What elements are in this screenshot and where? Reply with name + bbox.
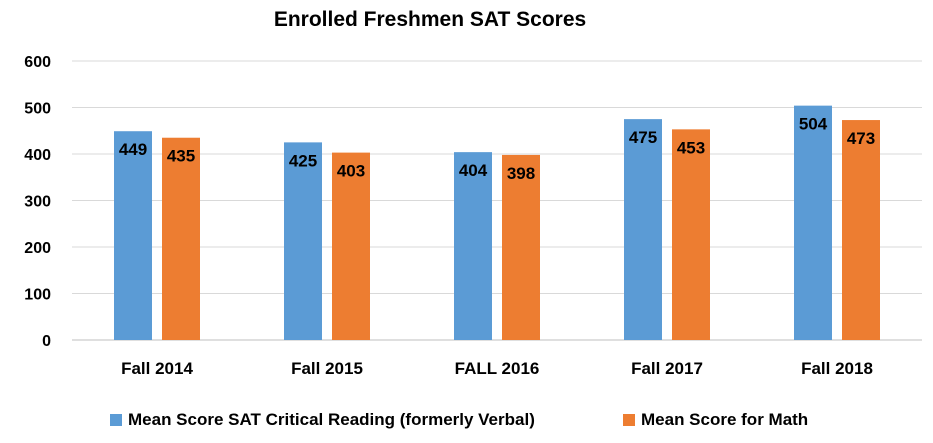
legend-label-math: Mean Score for Math (641, 410, 809, 429)
bar-reading (114, 131, 152, 340)
y-tick-label: 100 (24, 287, 51, 304)
x-axis-ticks: Fall 2014 Fall 2015 FALL 2016 Fall 2017 Fall… (121, 359, 873, 378)
data-label: 473 (847, 129, 875, 148)
legend: Mean Score SAT Critical Reading (formerl… (0, 408, 933, 432)
bar-math (502, 154, 540, 340)
y-axis-ticks: 0 100 200 300 400 500 600 (24, 54, 51, 350)
legend-label-reading: Mean Score SAT Critical Reading (formerl… (128, 410, 535, 429)
data-label: 449 (119, 140, 147, 159)
data-label: 403 (337, 162, 365, 181)
chart-title: Enrolled Freshmen SAT Scores (273, 8, 587, 31)
data-label: 404 (459, 161, 488, 180)
data-label: 453 (677, 138, 705, 157)
y-tick-label: 400 (24, 147, 51, 164)
data-label: 435 (167, 147, 195, 166)
data-labels: 449 435 425 403 404 398 475 453 504 473 (119, 115, 875, 183)
y-tick-label: 500 (24, 101, 51, 118)
bar-reading (284, 142, 322, 340)
data-label: 425 (289, 151, 317, 170)
bar-math (162, 137, 200, 340)
data-label: 504 (799, 115, 828, 134)
legend-item-math: Mean Score for Math (623, 408, 808, 432)
x-tick-label: Fall 2017 (631, 359, 703, 378)
legend-swatch-reading (110, 414, 122, 426)
bar-math (672, 129, 710, 340)
bars (114, 105, 880, 341)
x-tick-label: Fall 2018 (801, 359, 873, 378)
gridlines (72, 60, 922, 341)
bar-math (842, 120, 880, 341)
y-tick-label: 600 (24, 54, 51, 71)
data-label: 398 (507, 164, 535, 183)
data-label: 475 (629, 128, 657, 147)
x-tick-label: Fall 2015 (291, 359, 363, 378)
bar-reading (454, 152, 492, 340)
x-tick-label: Fall 2014 (121, 359, 193, 378)
bar-reading (794, 105, 832, 340)
y-tick-label: 300 (24, 194, 51, 211)
bar-reading (624, 119, 662, 340)
legend-item-reading: Mean Score SAT Critical Reading (formerl… (110, 408, 535, 432)
y-tick-label: 200 (24, 240, 51, 257)
bar-math (332, 152, 370, 340)
y-tick-label: 0 (42, 333, 51, 350)
legend-swatch-math (623, 414, 635, 426)
x-tick-label: FALL 2016 (455, 359, 540, 378)
